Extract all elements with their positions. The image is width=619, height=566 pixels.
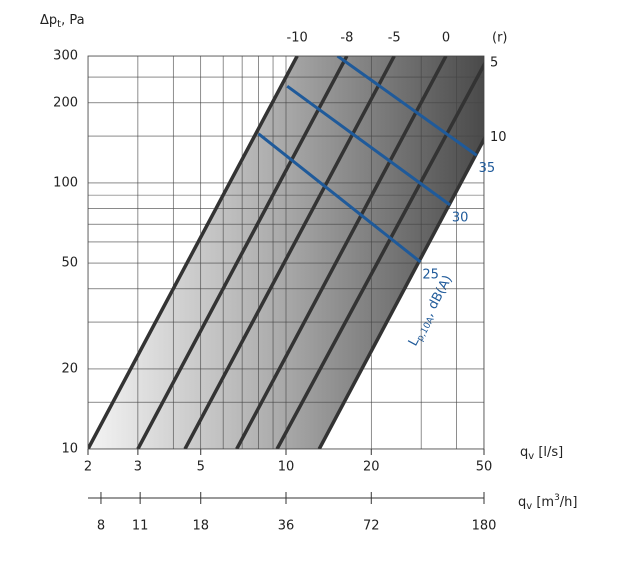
y-tick-label: 20 xyxy=(61,361,78,376)
x-tick-label: 10 xyxy=(278,460,295,475)
sound-series-label: 30 xyxy=(452,210,469,225)
series-label: -8 xyxy=(340,31,353,46)
y-tick-label: 10 xyxy=(61,442,78,457)
y-label-main: Δp xyxy=(40,13,57,28)
x2-tick-label: 11 xyxy=(132,519,149,534)
series-label: 0 xyxy=(442,31,450,46)
line xyxy=(336,56,478,157)
series-label: 5 xyxy=(490,55,498,70)
series-label: 10 xyxy=(490,130,507,145)
x-label-sub: v xyxy=(528,451,534,462)
line xyxy=(286,84,451,207)
x2-tick-label: 8 xyxy=(97,519,105,534)
plot xyxy=(88,56,484,449)
sound-series-label: 25 xyxy=(422,267,439,282)
x-tick-label: 50 xyxy=(476,460,493,475)
x2-label-sup: 3 xyxy=(554,493,560,503)
x-label-rest: [l/s] xyxy=(534,445,563,460)
line xyxy=(257,132,422,264)
x2-tick-label: 36 xyxy=(278,519,295,534)
series-label: -5 xyxy=(388,31,401,46)
y-tick-label: 300 xyxy=(53,49,78,64)
x-tick-label: 20 xyxy=(363,460,380,475)
x-tick-label: 5 xyxy=(197,460,205,475)
line xyxy=(317,135,484,449)
y-label-rest: , Pa xyxy=(61,13,85,28)
line xyxy=(235,56,448,449)
r-label: (r) xyxy=(492,31,508,46)
x-tick-label: 2 xyxy=(84,460,92,475)
y-axis-label: Δpt, Pa xyxy=(40,13,85,31)
x2-label-end: /h] xyxy=(560,495,578,510)
y-label-sub: t xyxy=(57,19,61,30)
y-tick-label: 100 xyxy=(53,175,78,190)
x2-label-main: q xyxy=(518,495,526,510)
sound-series-label: 35 xyxy=(479,161,496,176)
x2-tick-label: 180 xyxy=(472,519,497,534)
x2-tick-label: 72 xyxy=(363,519,380,534)
x2-axis-label: qv [m3/h] xyxy=(518,493,578,513)
x-axis-label: qv [l/s] xyxy=(520,445,563,463)
line xyxy=(183,56,396,449)
line xyxy=(275,61,484,449)
x-tick-label: 3 xyxy=(134,460,142,475)
y-tick-label: 200 xyxy=(53,95,78,110)
x2-label-sub: v xyxy=(526,501,532,512)
x2-tick-label: 18 xyxy=(192,519,209,534)
y-tick-label: 50 xyxy=(61,256,78,271)
line xyxy=(136,56,349,449)
x2-label-rest: [m xyxy=(532,495,554,510)
line xyxy=(88,56,299,449)
series-label: -10 xyxy=(287,31,308,46)
sound-label: Lp,10A, dB(A) xyxy=(405,273,457,350)
x-label-main: q xyxy=(520,445,528,460)
